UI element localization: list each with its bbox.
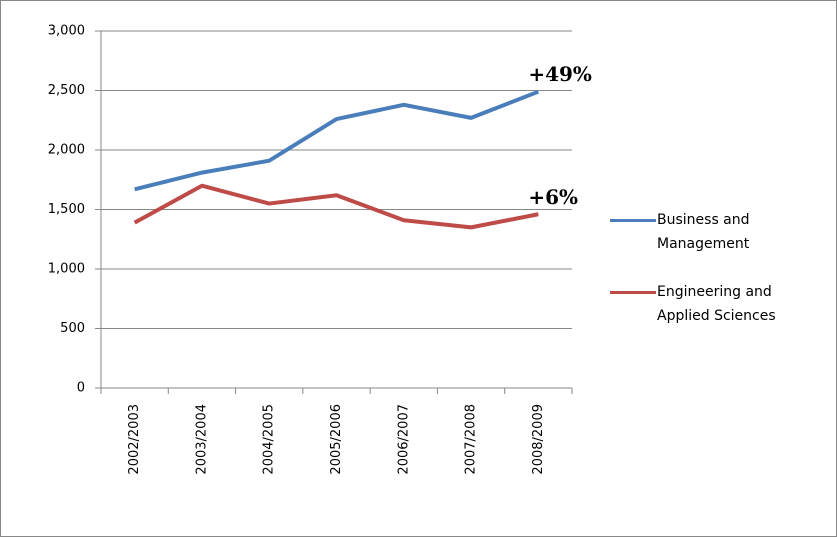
legend-swatch xyxy=(610,219,656,222)
series-line xyxy=(133,183,539,230)
y-tick-label: 2,500 xyxy=(48,83,85,98)
x-tick-label: 2005/2006 xyxy=(329,404,344,475)
x-tick-label: 2008/2009 xyxy=(531,404,546,475)
y-tick-label: 2,000 xyxy=(48,143,85,158)
annotation: +6% xyxy=(528,185,578,209)
legend-entry: Business and Management xyxy=(610,208,835,256)
y-tick-label: 1,000 xyxy=(48,262,85,277)
annotation: +49% xyxy=(528,62,592,86)
series-line xyxy=(134,89,540,192)
legend-label: Engineering and Applied Sciences xyxy=(657,284,776,324)
y-tick-label: 1,500 xyxy=(48,202,85,217)
legend-swatch xyxy=(610,291,656,294)
y-tick-label: 3,000 xyxy=(48,24,85,39)
legend-entry: Engineering and Applied Sciences xyxy=(610,280,835,328)
legend-label: Business and Management xyxy=(657,212,750,252)
x-tick-label: 2002/2003 xyxy=(127,404,142,475)
x-tick-label: 2004/2005 xyxy=(262,404,277,475)
x-tick-label: 2003/2004 xyxy=(194,404,209,475)
y-tick-label: 0 xyxy=(77,381,85,396)
x-tick-label: 2006/2007 xyxy=(396,404,411,475)
y-tick-label: 500 xyxy=(60,321,85,336)
x-tick-label: 2007/2008 xyxy=(464,404,479,475)
